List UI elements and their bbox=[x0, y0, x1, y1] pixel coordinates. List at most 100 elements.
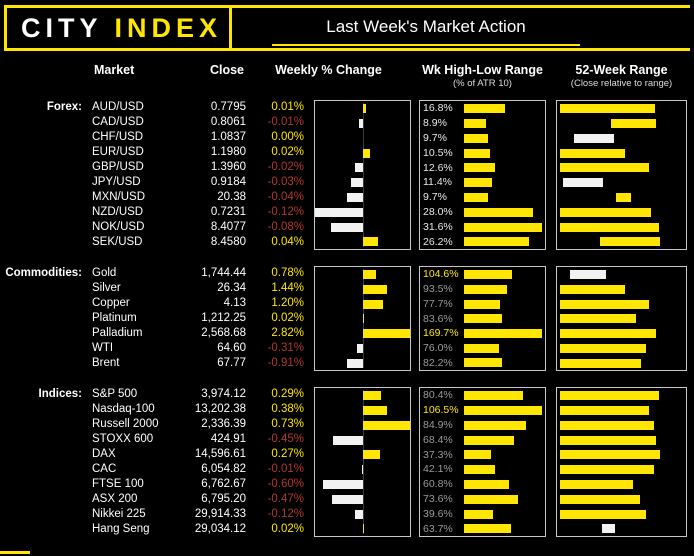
atr-row: 104.6% bbox=[420, 267, 545, 282]
close-value: 424.91 bbox=[210, 433, 246, 446]
weekly-bar bbox=[362, 450, 381, 460]
atr-bar bbox=[464, 163, 496, 173]
atr-value: 83.6% bbox=[423, 312, 453, 325]
range-bar-row bbox=[557, 388, 686, 403]
atr-bar bbox=[464, 435, 515, 445]
atr-bar-track bbox=[464, 343, 542, 353]
atr-bar bbox=[464, 178, 493, 188]
atr-row: 93.5% bbox=[420, 282, 545, 297]
close-value: 14,596.61 bbox=[194, 448, 246, 461]
weekly-bar-row bbox=[315, 146, 410, 161]
close-value: 2,336.39 bbox=[201, 418, 246, 431]
weekly-change-value: -0.47% bbox=[267, 493, 304, 506]
weekly-bar bbox=[354, 509, 363, 519]
group-label bbox=[4, 115, 88, 130]
weekly-bar bbox=[331, 494, 363, 504]
weekly-bar-row bbox=[315, 282, 410, 297]
weekly-bar-row bbox=[315, 234, 410, 249]
market-name: Brent bbox=[92, 357, 120, 370]
weekly-change-value: 0.73% bbox=[271, 418, 304, 431]
atr-row: 9.7% bbox=[420, 190, 545, 205]
weekly-change-value: 0.38% bbox=[271, 403, 304, 416]
weekly-bar-row bbox=[315, 101, 410, 116]
close-value: 0.7231 bbox=[210, 206, 246, 219]
weekly-bar bbox=[347, 358, 363, 368]
weekly-bar-row bbox=[315, 311, 410, 326]
close-value: 64.60 bbox=[217, 342, 246, 355]
close-value: 13,202.38 bbox=[194, 403, 246, 416]
atr-bar bbox=[464, 343, 499, 353]
weekly-change-value: 0.04% bbox=[271, 236, 304, 249]
range-bar bbox=[559, 358, 641, 368]
weekly-bar-row bbox=[315, 341, 410, 356]
close-value: 67.77 bbox=[217, 357, 246, 370]
weekly-bar bbox=[358, 119, 363, 129]
group-label bbox=[4, 492, 88, 507]
group-label bbox=[4, 356, 88, 371]
weekly-bar bbox=[361, 465, 363, 475]
range-bar bbox=[559, 222, 659, 232]
group-label bbox=[4, 447, 88, 462]
atr-bar-track bbox=[464, 270, 542, 280]
close-value: 8.4580 bbox=[210, 236, 246, 249]
atr-bar bbox=[464, 314, 503, 324]
range-bar bbox=[559, 450, 661, 460]
atr-bar-track bbox=[464, 207, 542, 217]
weekly-bar bbox=[362, 391, 382, 401]
group-label bbox=[4, 326, 88, 341]
weekly-bar-row bbox=[315, 131, 410, 146]
close-value: 0.9184 bbox=[210, 176, 246, 189]
range-bar bbox=[559, 406, 649, 416]
atr-bar-track bbox=[464, 420, 542, 430]
atr-bar bbox=[464, 133, 488, 143]
weekly-bar bbox=[354, 163, 363, 173]
atr-bar bbox=[464, 148, 490, 158]
market-name: STOXX 600 bbox=[92, 433, 154, 446]
close-value: 0.8061 bbox=[210, 116, 246, 129]
range-bar-row bbox=[557, 507, 686, 522]
range-bar-row bbox=[557, 146, 686, 161]
atr-bar bbox=[464, 284, 507, 294]
atr-bar bbox=[464, 222, 542, 232]
atr-bar-track bbox=[464, 104, 542, 114]
group-label bbox=[4, 145, 88, 160]
market-name: Palladium bbox=[92, 327, 143, 340]
atr-bar-track bbox=[464, 299, 542, 309]
col-header-high-low-range-subtitle: (% of ATR 10) bbox=[453, 78, 512, 90]
group-label bbox=[4, 190, 88, 205]
range-bar-row bbox=[557, 521, 686, 536]
col-header-52-week-range-subtitle: (Close relative to range) bbox=[570, 78, 673, 90]
range-bar bbox=[559, 435, 657, 445]
range-bar-row bbox=[557, 282, 686, 297]
close-value: 3,974.12 bbox=[201, 388, 246, 401]
close-value: 6,054.82 bbox=[201, 463, 246, 476]
atr-row: 11.4% bbox=[420, 175, 545, 190]
atr-value: 76.0% bbox=[423, 342, 453, 354]
range-bar bbox=[559, 163, 649, 173]
market-name: Russell 2000 bbox=[92, 418, 159, 431]
atr-bar bbox=[464, 270, 513, 280]
weekly-bar-row bbox=[315, 220, 410, 235]
col-header-high-low-range: Wk High-Low Range (% of ATR 10) bbox=[419, 63, 546, 90]
weekly-bar bbox=[315, 207, 363, 217]
group-label bbox=[4, 235, 88, 250]
high-low-range-chart: 16.8% 8.9% 9.7% 10.5% 12.6% 11.4% 9.7% 28.0% 31.… bbox=[419, 100, 546, 251]
weekly-bar-row bbox=[315, 403, 410, 418]
range-bar-row bbox=[557, 205, 686, 220]
atr-row: 9.7% bbox=[420, 131, 545, 146]
atr-row: 16.8% bbox=[420, 101, 545, 116]
weekly-bar-row bbox=[315, 326, 410, 341]
range-bar-row bbox=[557, 101, 686, 116]
close-value: 26.34 bbox=[217, 282, 246, 295]
weekly-change-chart bbox=[314, 387, 411, 538]
atr-value: 12.6% bbox=[423, 161, 453, 174]
col-header-market: Market bbox=[94, 63, 135, 77]
weekly-change-value: 0.78% bbox=[271, 267, 304, 280]
high-low-range-chart: 104.6% 93.5% 77.7% 83.6% 169.7% 76.0% 82.2% bbox=[419, 266, 546, 372]
weekly-bar bbox=[346, 193, 363, 203]
weekly-change-value: 1.20% bbox=[271, 297, 304, 310]
atr-value: 84.9% bbox=[423, 419, 453, 432]
range-bar-row bbox=[557, 492, 686, 507]
atr-value: 68.4% bbox=[423, 433, 453, 446]
atr-bar bbox=[464, 465, 495, 475]
